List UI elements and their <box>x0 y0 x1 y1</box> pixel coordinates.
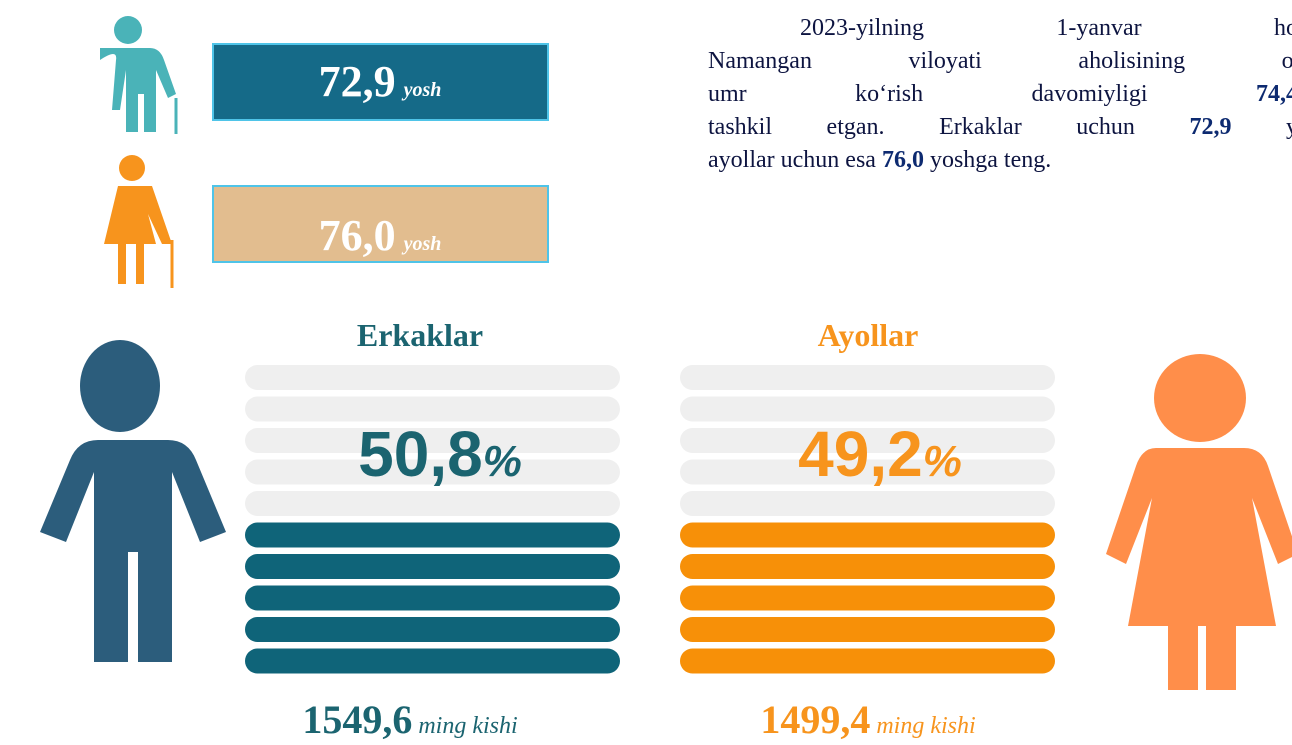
female-percent: 49,2% <box>798 418 962 490</box>
text-line: tashkil etgan. Erkaklar uchun 72,9 y <box>708 111 1292 144</box>
male-age: 72,9 yosh <box>319 57 442 106</box>
stripe <box>680 428 1055 453</box>
stripe <box>245 491 620 516</box>
male-count: 1549,6 ming kishi <box>302 697 517 742</box>
text-line: ayollar uchun esa 76,0 yoshga teng. <box>708 144 1292 177</box>
text-line: umr ko‘rish davomiyligi 74,4 <box>708 78 1292 111</box>
text-line: 2023-yilning 1-yanvar ho <box>708 12 1292 45</box>
stripe <box>245 365 620 390</box>
male-percent: 50,8% <box>358 418 522 490</box>
stripe <box>245 396 620 422</box>
text: Namangan viloyati aholisining o' <box>708 48 1292 74</box>
stripe <box>245 459 620 485</box>
text-line: Namangan viloyati aholisining o' <box>708 45 1292 78</box>
text: 2023-yilning 1-yanvar ho <box>800 15 1292 41</box>
bold-text: 74,4 <box>1256 81 1292 107</box>
stripe <box>245 428 620 453</box>
female-age: 76,0 yosh <box>319 211 442 260</box>
text: ayollar uchun esa <box>708 147 882 173</box>
text: umr ko‘rish davomiyligi <box>708 81 1256 107</box>
stripe <box>680 491 1055 516</box>
text: tashkil etgan. Erkaklar uchun <box>708 114 1190 140</box>
female-title: Ayollar <box>818 317 919 353</box>
stripe <box>680 396 1055 422</box>
bold-text: 76,0 <box>881 147 924 173</box>
female-age-box <box>212 185 549 263</box>
male-age-box <box>212 43 549 121</box>
male-title: Erkaklar <box>357 317 483 353</box>
description: 2023-yilning 1-yanvar ho Namangan viloyat… <box>708 12 1292 177</box>
stripe <box>680 365 1055 390</box>
female-count: 1499,4 ming kishi <box>760 697 975 742</box>
old-woman-icon <box>104 155 174 288</box>
bold-text: 72,9 <box>1189 114 1232 140</box>
stripe <box>680 459 1055 485</box>
share-fill <box>680 521 1055 674</box>
share-fill <box>245 516 620 674</box>
old-man-icon <box>100 16 178 134</box>
woman-silhouette <box>1106 354 1292 690</box>
man-silhouette <box>40 340 226 662</box>
text: y <box>1231 114 1292 140</box>
text: yoshga teng. <box>923 147 1052 173</box>
